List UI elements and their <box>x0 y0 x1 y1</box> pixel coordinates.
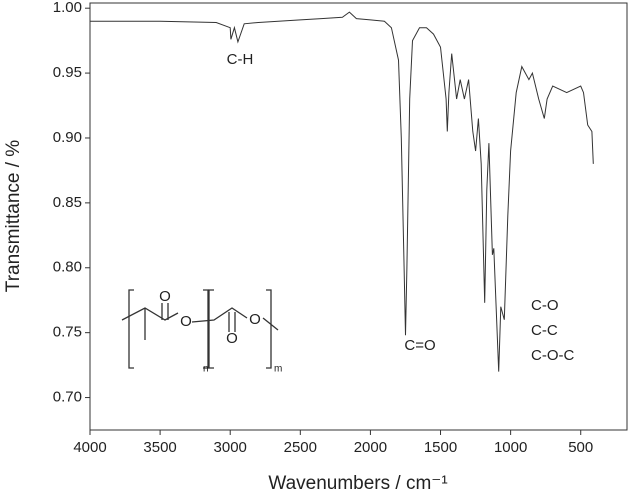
bracket <box>128 289 134 369</box>
y-tick-label: 0.80 <box>53 259 82 276</box>
y-tick-label: 0.70 <box>53 389 82 406</box>
x-axis-title: Wavenumbers / cm⁻¹ <box>268 473 447 494</box>
y-tick-label: 1.00 <box>53 0 82 16</box>
y-axis-title: Transmittance / % <box>3 140 24 293</box>
subscript-label: m <box>274 364 282 375</box>
peak-annotation: C=O <box>404 337 435 354</box>
bond <box>121 307 179 321</box>
peak-annotation: C-H <box>227 51 254 68</box>
x-tick-label: 3000 <box>214 439 247 456</box>
bracket <box>208 289 214 369</box>
x-tick-label: 500 <box>568 439 593 456</box>
bracket <box>203 289 209 369</box>
y-tick-label: 0.85 <box>53 194 82 211</box>
y-tick-label: 0.95 <box>53 64 82 81</box>
structure-inset <box>121 289 279 369</box>
atom-label: O <box>180 313 192 330</box>
x-tick-label: 1500 <box>424 439 457 456</box>
x-tick-label: 1000 <box>494 439 527 456</box>
bond <box>191 307 248 323</box>
plot-frame <box>89 2 628 431</box>
atom-label: O <box>249 311 261 328</box>
x-tick-label: 2000 <box>354 439 387 456</box>
atom-label: O <box>226 330 238 347</box>
bond <box>228 312 236 332</box>
peak-annotation: C-C <box>531 322 558 339</box>
bond <box>262 317 279 331</box>
bracket <box>266 289 272 369</box>
y-tick-label: 0.90 <box>53 129 82 146</box>
peak-annotation: C-O <box>531 297 559 314</box>
peak-annotation: C-O-C <box>531 347 574 364</box>
atom-label: O <box>159 288 171 305</box>
x-tick-label: 3500 <box>143 439 176 456</box>
y-tick-label: 0.75 <box>53 324 82 341</box>
spectrum-line <box>90 11 594 372</box>
bond <box>161 303 169 320</box>
x-tick-label: 2500 <box>284 439 317 456</box>
x-tick-label: 4000 <box>73 439 106 456</box>
subscript-label: n <box>203 364 209 375</box>
